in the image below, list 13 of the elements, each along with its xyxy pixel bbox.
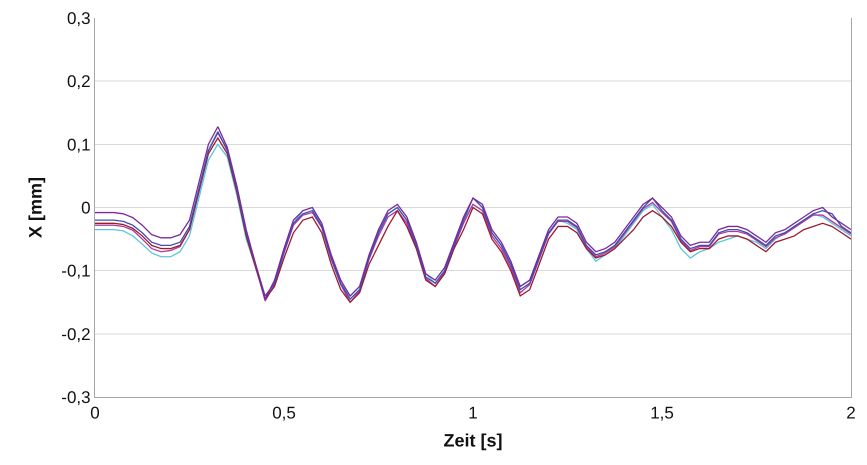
y-tick-label: 0,1 (66, 135, 91, 154)
x-tick-label: 1,5 (650, 403, 674, 422)
y-tick-label: -0,1 (61, 262, 91, 281)
x-tick-label: 1 (468, 403, 478, 422)
y-axis-title: X [mm] (26, 176, 46, 238)
y-tick-label: -0,3 (61, 388, 91, 407)
y-tick-label: 0,3 (66, 8, 91, 28)
y-tick-label: 0,2 (66, 72, 91, 92)
y-tick-label: -0,2 (61, 324, 91, 344)
x-axis-title: Zeit [s] (443, 430, 503, 450)
y-tick-label: 0 (81, 198, 91, 218)
x-tick-label: 2 (846, 403, 856, 422)
x-tick-label: 0,5 (272, 403, 296, 422)
